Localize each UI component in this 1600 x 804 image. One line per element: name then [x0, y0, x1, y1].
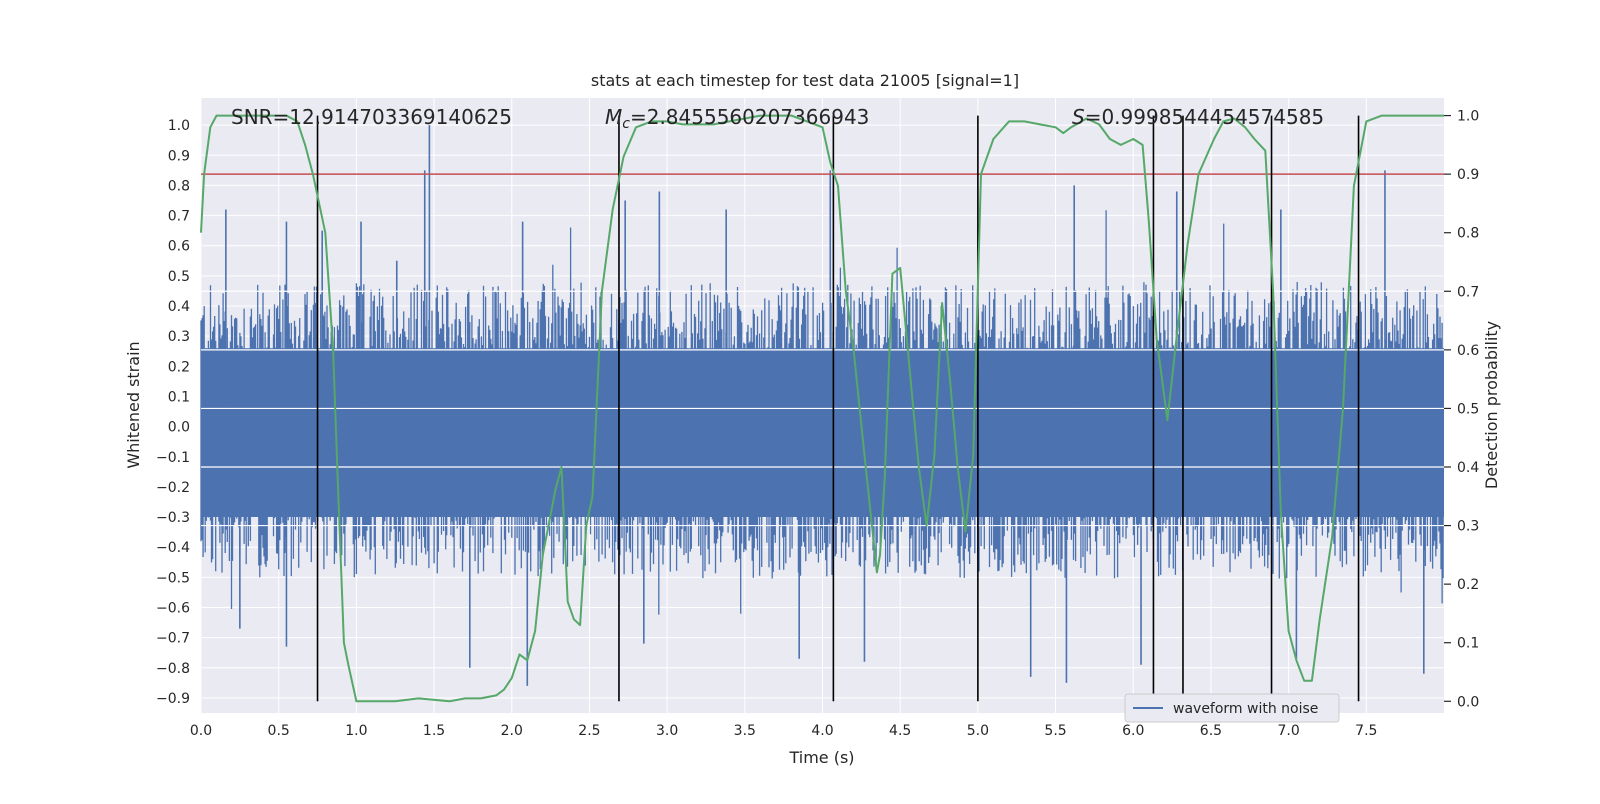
y-axis-right-label: Detection probability [1482, 321, 1501, 489]
y-tick-label-right: 0.4 [1457, 460, 1479, 476]
y-tick-label-left: 0.3 [168, 329, 190, 345]
probability-line [200, 114, 1444, 703]
x-tick-label: 3.0 [656, 723, 678, 739]
snr-annotation: SNR=12.914703369140625 [231, 105, 512, 129]
mc-subscript: c [622, 116, 630, 132]
x-tick-label: 0.5 [268, 723, 290, 739]
x-tick-label: 1.0 [345, 723, 367, 739]
x-tick-label: 4.5 [889, 723, 911, 739]
y-tick-label-right: 0.2 [1457, 577, 1479, 593]
y-tick-label-left: −0.8 [156, 661, 190, 677]
y-tick-label-right: 0.0 [1457, 694, 1479, 710]
y-tick-label-right: 0.9 [1457, 167, 1479, 183]
legend: waveform with noise [1124, 693, 1340, 723]
y-tick-label-left: −0.1 [156, 450, 190, 466]
waveform-with-noise-series [200, 125, 1444, 686]
y-tick-label-left: −0.4 [156, 540, 190, 556]
y-tick-label-left: −0.2 [156, 480, 190, 496]
y-tick-label-right: 0.3 [1457, 519, 1479, 535]
mc-value: =2.8455560207366943 [630, 105, 869, 129]
statistic-annotation: S=0.9998544454574585 [1072, 105, 1324, 129]
x-axis-ticks: 0.0 0.5 1.0 1.5 2.0 2.5 3.0 3.5 4.0 4.5 5.0 5.5 6.0 6… [190, 723, 1378, 739]
y-tick-label-right: 0.1 [1457, 636, 1479, 652]
x-tick-label: 7.0 [1277, 723, 1299, 739]
x-tick-label: 1.5 [423, 723, 445, 739]
y-tick-label-right: 0.7 [1457, 284, 1479, 300]
chart-title: stats at each timestep for test data 210… [591, 71, 1019, 90]
y-tick-label-left: −0.6 [156, 600, 190, 616]
s-value: =0.9998544454574585 [1085, 105, 1324, 129]
y-tick-label-right: 0.8 [1457, 226, 1479, 242]
y-tick-label-right: 0.6 [1457, 343, 1479, 359]
x-tick-label: 6.5 [1200, 723, 1222, 739]
legend-box [1124, 693, 1340, 723]
x-tick-label: 3.5 [734, 723, 756, 739]
y-tick-label-left: 0.5 [168, 269, 190, 285]
y-tick-label-left: −0.9 [156, 691, 190, 707]
x-tick-label: 6.0 [1122, 723, 1144, 739]
y-tick-label-left: 0.8 [168, 178, 190, 194]
y-tick-label-left: 0.4 [168, 299, 190, 315]
y-tick-label-left: 0.9 [168, 148, 190, 164]
y-tick-label-left: −0.3 [156, 510, 190, 526]
y-tick-label-right: 1.0 [1457, 109, 1479, 125]
y-tick-label-left: −0.5 [156, 570, 190, 586]
y-tick-label-left: 1.0 [168, 118, 190, 134]
chirp-mass-annotation: Mc=2.8455560207366943 [605, 105, 869, 132]
detection-probability-series [200, 114, 1444, 703]
x-axis-label: Time (s) [788, 748, 854, 767]
x-tick-label: 0.0 [190, 723, 212, 739]
x-tick-label: 4.0 [811, 723, 833, 739]
mc-symbol: M [605, 105, 622, 129]
y-tick-label-left: 0.7 [168, 209, 190, 225]
y-axis-right-ticks: 1.0 0.9 0.8 0.7 0.6 0.5 0.4 0.3 0.2 0.1 0.0 [1444, 109, 1479, 710]
s-symbol: S [1072, 105, 1085, 129]
x-tick-label: 7.5 [1355, 723, 1377, 739]
waveform-core [201, 348, 1444, 518]
x-tick-label: 2.5 [578, 723, 600, 739]
y-tick-label-left: 0.6 [168, 239, 190, 255]
y-tick-label-right: 0.5 [1457, 401, 1479, 417]
y-tick-label-left: 0.1 [168, 389, 190, 405]
y-axis-left-ticks: 1.0 0.9 0.8 0.7 0.6 0.5 0.4 0.3 0.2 0.1 0.0 −0.1 −0.… [156, 118, 190, 707]
x-tick-label: 5.5 [1044, 723, 1066, 739]
y-tick-label-left: 0.2 [168, 359, 190, 375]
y-tick-label-left: 0.0 [168, 420, 190, 436]
y-tick-label-left: −0.7 [156, 631, 190, 647]
x-tick-label: 2.0 [501, 723, 523, 739]
y-axis-left-label: Whitened strain [124, 341, 143, 468]
x-tick-label: 5.0 [967, 723, 989, 739]
legend-label: waveform with noise [1173, 701, 1318, 717]
detection-markers [316, 115, 1360, 702]
